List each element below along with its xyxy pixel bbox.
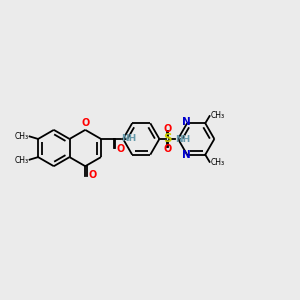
Text: O: O	[88, 170, 96, 180]
Text: CH₃: CH₃	[210, 111, 224, 120]
Text: S: S	[163, 133, 172, 146]
Text: CH₃: CH₃	[14, 155, 28, 164]
Text: O: O	[163, 144, 171, 154]
Text: N: N	[182, 151, 191, 160]
Text: O: O	[81, 118, 89, 128]
Text: N: N	[182, 117, 191, 128]
Text: NH: NH	[122, 134, 137, 143]
Text: CH₃: CH₃	[14, 131, 28, 140]
Text: O: O	[163, 124, 171, 134]
Text: CH₃: CH₃	[210, 158, 224, 167]
Text: NH: NH	[175, 135, 190, 144]
Text: O: O	[116, 144, 124, 154]
